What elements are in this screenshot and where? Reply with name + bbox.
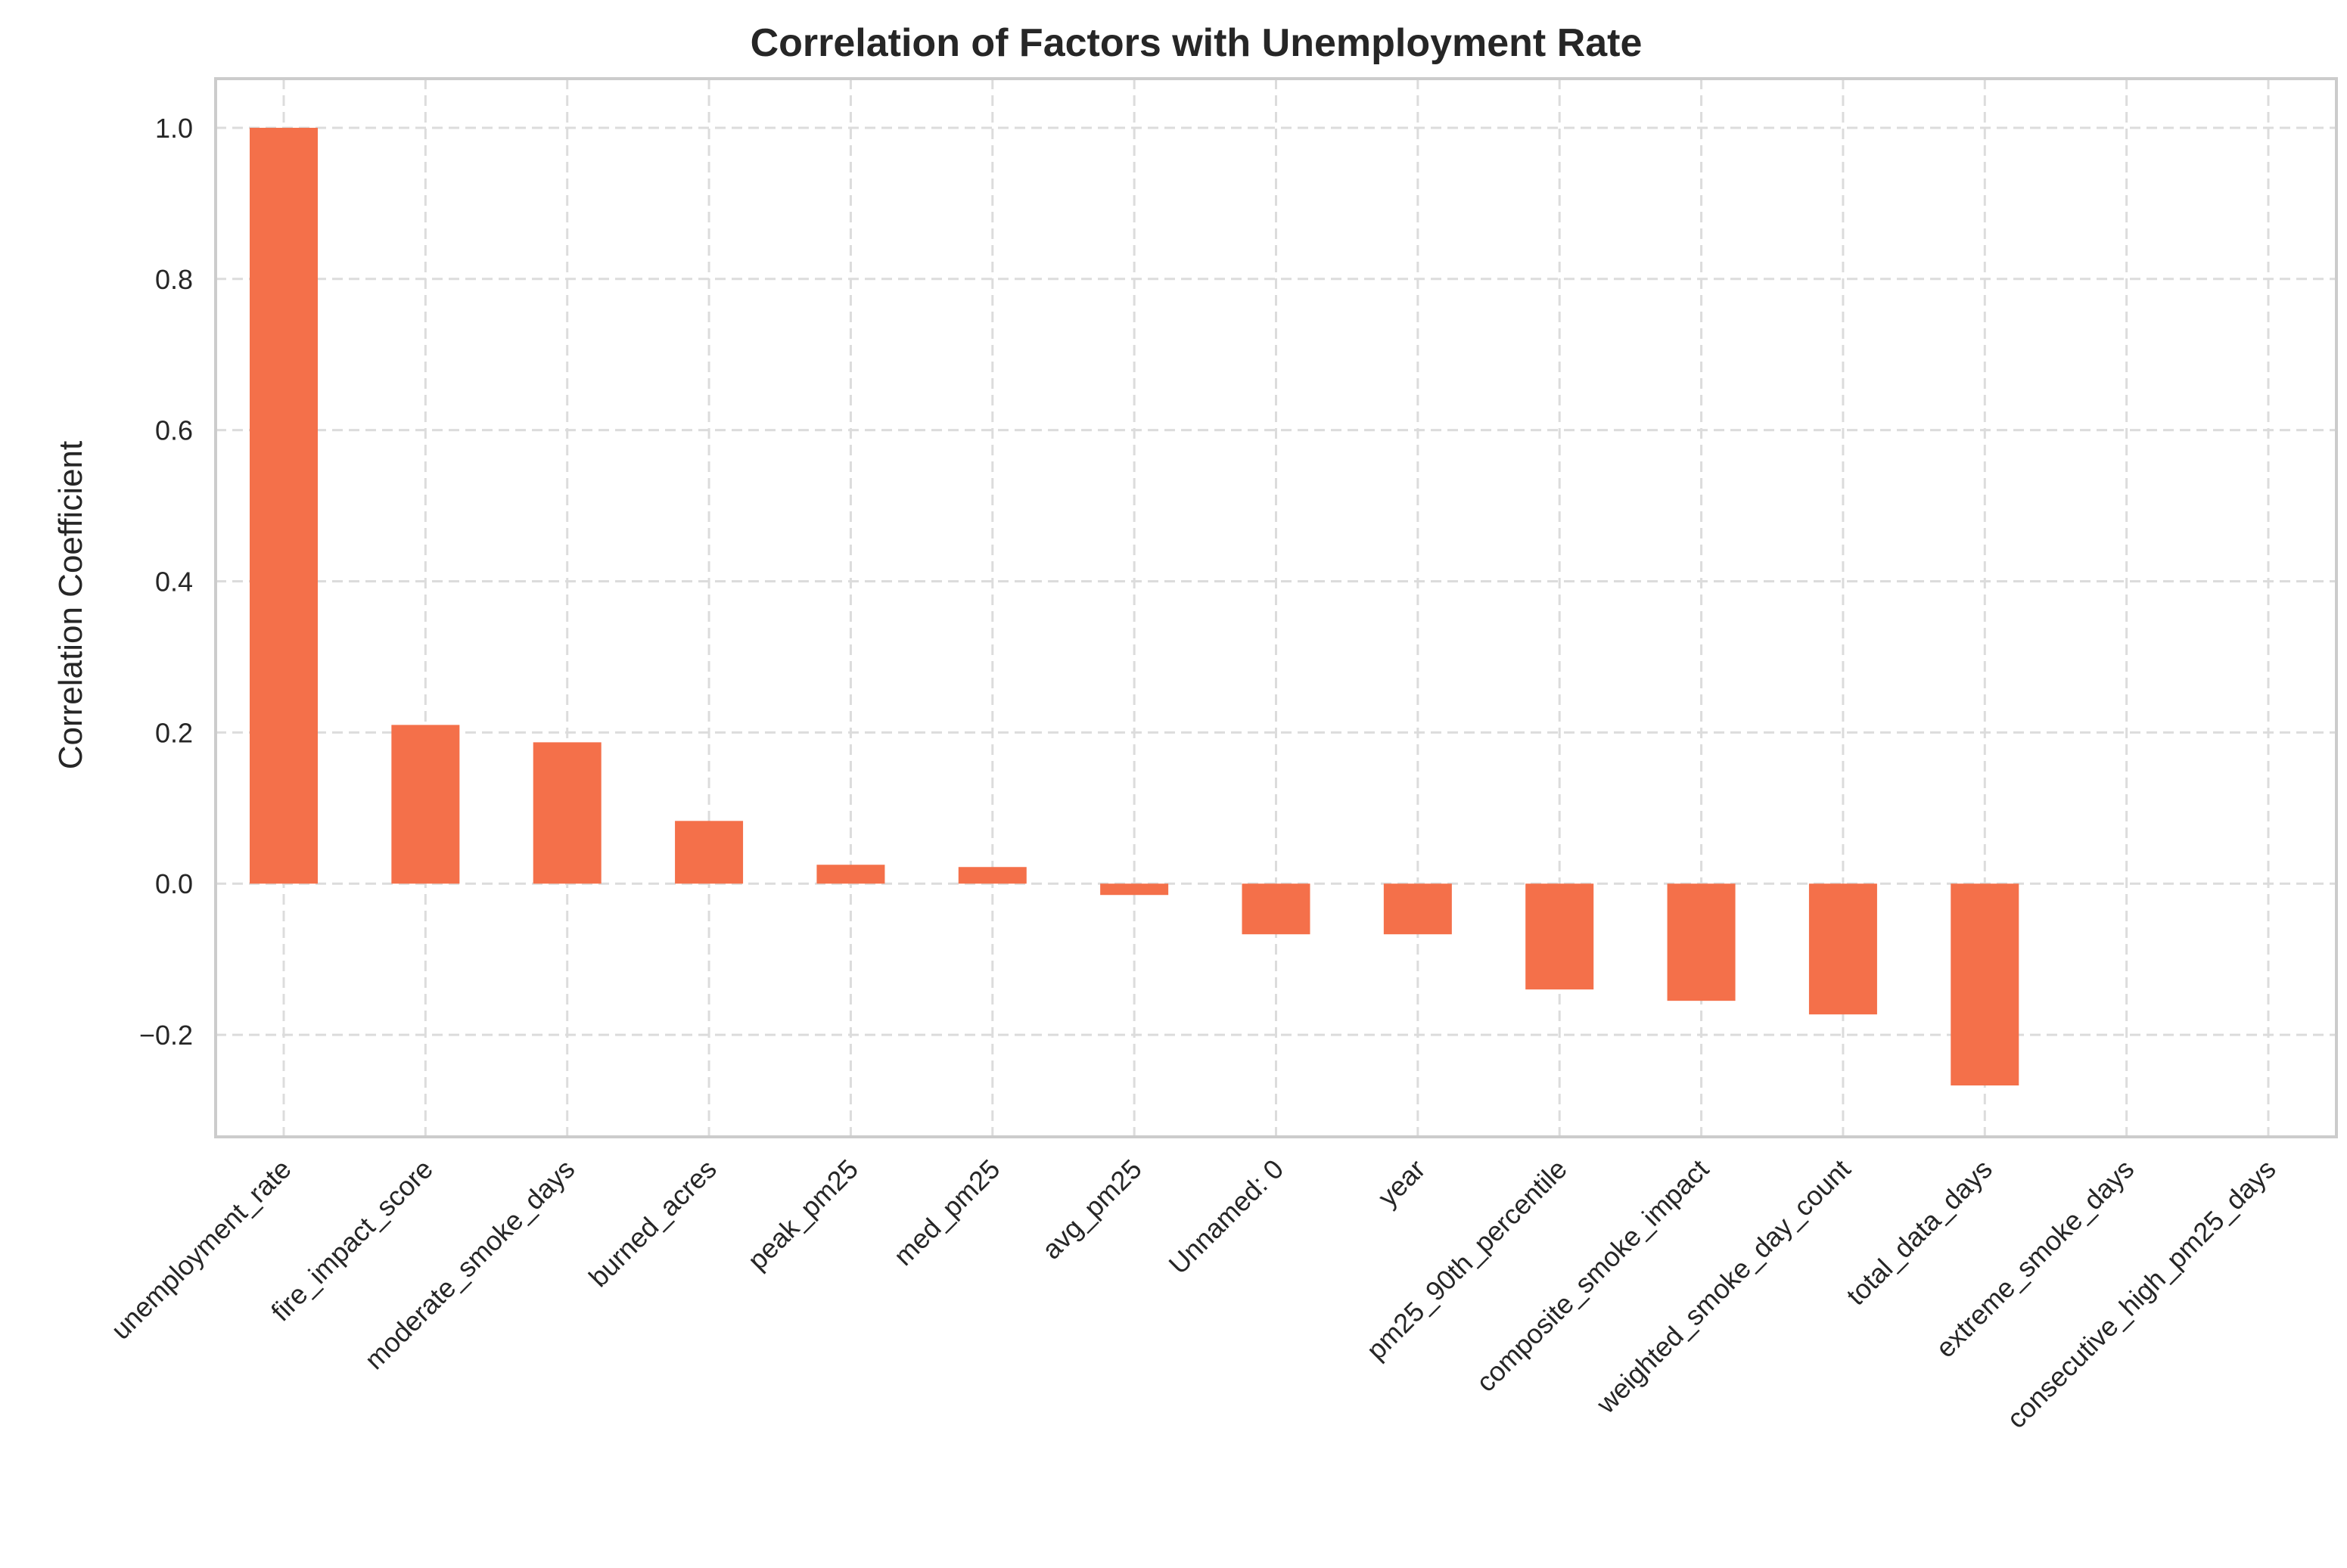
y-tick-label: 0.6 bbox=[155, 415, 193, 446]
bar-unemployment-rate bbox=[250, 127, 318, 884]
bar-fire-impact-score bbox=[391, 725, 460, 884]
y-tick-label: 0.8 bbox=[155, 264, 193, 295]
axes-frame bbox=[214, 77, 2338, 1138]
bar-med-pm25 bbox=[958, 867, 1027, 884]
bar-peak-pm25 bbox=[816, 865, 885, 884]
bar-year bbox=[1383, 883, 1452, 935]
y-ticks: −0.2 0.0 0.2 0.4 0.6 0.8 1.0 bbox=[139, 113, 193, 1051]
y-tick-label: −0.2 bbox=[139, 1020, 193, 1051]
bar-burned-acres bbox=[675, 821, 744, 884]
bar-avg-pm25 bbox=[1100, 883, 1169, 896]
y-tick-label: 0.4 bbox=[155, 567, 193, 598]
y-tick-label: 0.2 bbox=[155, 717, 193, 748]
bar-moderate-smoke-days bbox=[533, 742, 602, 884]
bar-composite-smoke-impact bbox=[1667, 883, 1736, 1001]
bars bbox=[250, 127, 2019, 1086]
chart-title: Correlation of Factors with Unemployment… bbox=[751, 21, 1643, 65]
bar-pm25-90th-percentile bbox=[1525, 883, 1594, 990]
y-axis-label: Correlation Coefficient bbox=[52, 441, 89, 770]
bar-total-data-days bbox=[1951, 883, 2019, 1086]
y-tick-label: 1.0 bbox=[155, 113, 193, 144]
bar-weighted-smoke-day-count bbox=[1808, 883, 1877, 1015]
bar-unnamed-0 bbox=[1242, 883, 1310, 935]
y-tick-label: 0.0 bbox=[155, 868, 193, 899]
